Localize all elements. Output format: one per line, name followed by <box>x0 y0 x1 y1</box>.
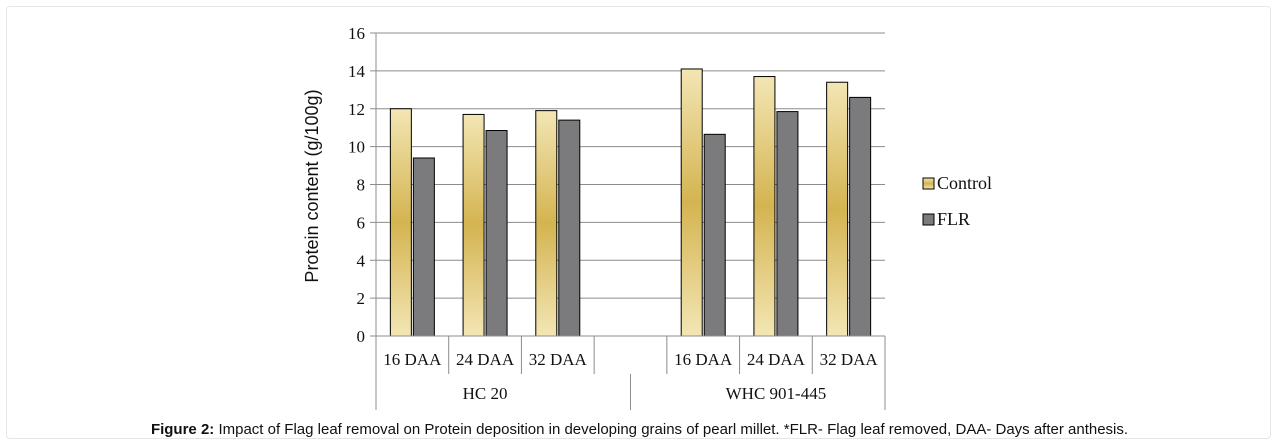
gridlines <box>376 32 885 337</box>
bar-control-1 <box>462 113 485 337</box>
x-axis: 16 DAA 24 DAA 32 DAA HC 20 16 DAA 24 DAA 32 DA… <box>375 33 886 410</box>
bar-control-2 <box>535 110 558 337</box>
x-tick-label: 16 DAA <box>383 350 442 369</box>
x-tick-label: 24 DAA <box>747 350 806 369</box>
y-tick-label: 2 <box>357 289 366 308</box>
y-tick-label: 10 <box>348 138 365 157</box>
legend-swatch-control <box>922 177 935 190</box>
legend: Control FLR <box>922 173 992 229</box>
y-tick-label: 6 <box>357 213 366 232</box>
caption-label: Figure 2: <box>150 421 215 438</box>
bar-control-4 <box>753 76 776 337</box>
x-tick-label: 32 DAA <box>820 350 879 369</box>
y-tick-label: 0 <box>357 327 366 346</box>
y-tick-label: 4 <box>357 251 366 270</box>
bar-flr-3 <box>703 133 726 337</box>
x-tick-label: 24 DAA <box>456 350 515 369</box>
bar-flr-4 <box>776 111 799 337</box>
y-tick-label: 8 <box>357 176 366 195</box>
legend-label-control: Control <box>937 173 992 193</box>
y-axis-ticks: 0 2 4 6 8 10 12 14 16 <box>348 24 376 346</box>
bar-control-3 <box>680 68 703 337</box>
bar-flr-2 <box>558 119 581 337</box>
group-label: WHC 901-445 <box>726 384 827 403</box>
y-tick-label: 12 <box>348 100 365 119</box>
legend-swatch-flr <box>922 213 935 226</box>
x-tick-label: 32 DAA <box>529 350 588 369</box>
bars <box>389 68 872 337</box>
caption-text: Impact of Flag leaf removal on Protein d… <box>214 421 1129 438</box>
figure-caption: Figure 2: Impact of Flag leaf removal on… <box>0 421 1279 438</box>
bar-flr-5 <box>849 96 872 337</box>
group-label: HC 20 <box>463 384 508 403</box>
bar-control-0 <box>389 108 412 337</box>
y-tick-label: 16 <box>348 24 365 43</box>
bar-flr-0 <box>412 157 435 337</box>
bar-flr-1 <box>485 130 508 337</box>
x-tick-label: 16 DAA <box>674 350 733 369</box>
bar-control-5 <box>826 81 849 337</box>
y-tick-label: 14 <box>348 62 366 81</box>
legend-label-flr: FLR <box>937 209 970 229</box>
y-axis-label: Protein content (g/100g) <box>302 89 322 282</box>
